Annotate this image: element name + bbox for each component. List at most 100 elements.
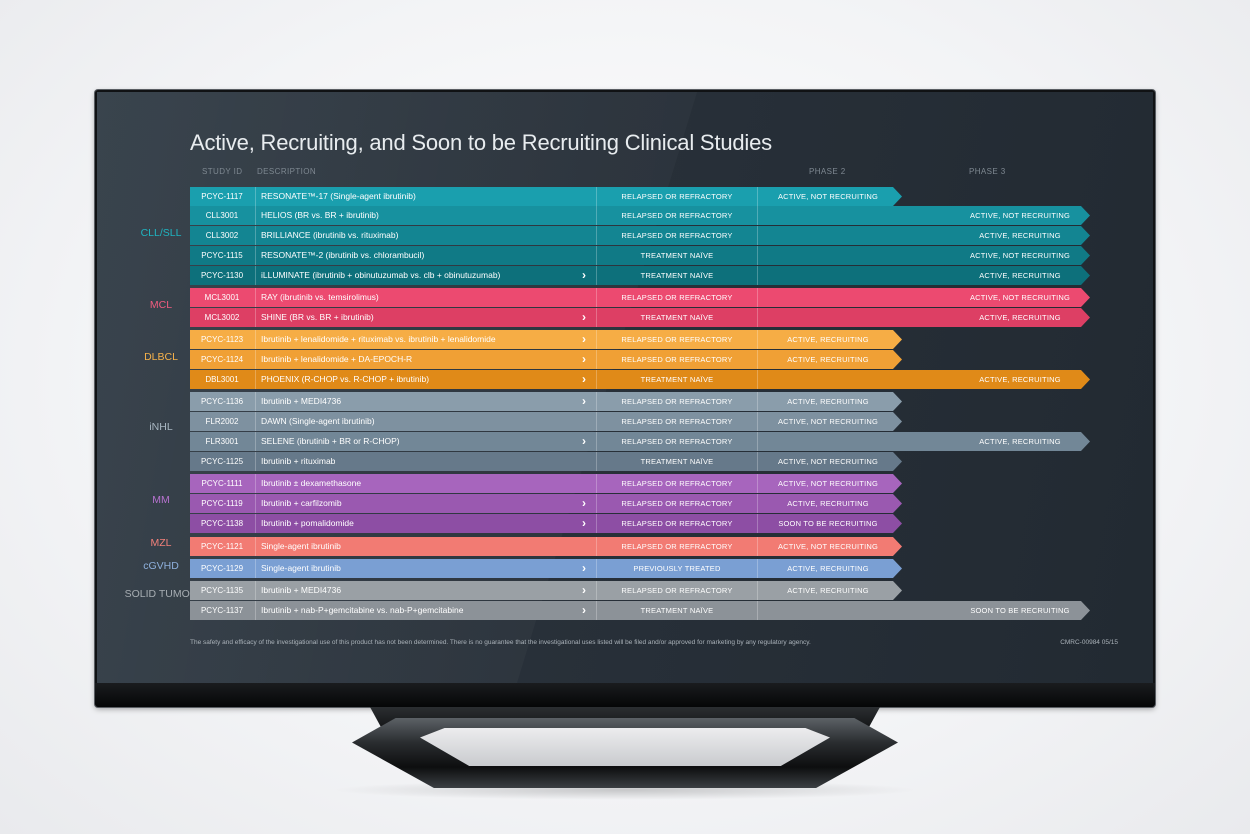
column-divider xyxy=(757,432,758,451)
column-divider xyxy=(596,601,597,620)
study-description: Ibrutinib ± dexamethasone xyxy=(261,478,362,488)
study-description: Ibrutinib + carfilzomib xyxy=(261,498,342,508)
column-divider xyxy=(757,226,758,245)
header-description: DESCRIPTION xyxy=(257,167,317,176)
study-description: Ibrutinib + nab-P+gemcitabine vs. nab-P+… xyxy=(261,605,464,615)
category-solid-tumor: SOLID TUMOR xyxy=(124,588,198,600)
header-phase3: PHASE 3 xyxy=(969,167,1006,176)
study-row[interactable]: PCYC-1130 iLLUMINATE (ibrutinib + obinutu… xyxy=(190,266,1090,285)
chevron-right-icon[interactable]: › xyxy=(582,394,586,408)
study-description: Ibrutinib + lenalidomide + DA-EPOCH-R xyxy=(261,354,413,364)
column-divider xyxy=(255,559,256,578)
study-id: PCYC-1115 xyxy=(201,251,243,260)
column-divider xyxy=(255,474,256,493)
study-row[interactable]: PCYC-1121 Single-agent ibrutinib RELAPSED … xyxy=(190,537,902,556)
column-divider xyxy=(596,432,597,451)
study-id: FLR2002 xyxy=(205,417,239,426)
study-row[interactable]: CLL3001 HELIOS (BR vs. BR + ibrutinib) REL… xyxy=(190,206,1090,225)
study-row[interactable]: CLL3002 BRILLIANCE (ibrutinib vs. rituxim… xyxy=(190,226,1090,245)
study-description: Ibrutinib + pomalidomide xyxy=(261,518,354,528)
chevron-right-icon[interactable]: › xyxy=(582,496,586,510)
study-description: Single-agent ibrutinib xyxy=(261,541,341,551)
patient-status: PREVIOUSLY TREATED xyxy=(633,564,721,573)
column-divider xyxy=(596,266,597,285)
column-divider xyxy=(255,206,256,225)
study-id: MCL3002 xyxy=(204,313,240,322)
chevron-right-icon[interactable]: › xyxy=(582,372,586,386)
patient-status: RELAPSED OR REFRACTORY xyxy=(621,231,733,240)
study-id: MCL3001 xyxy=(204,293,240,302)
phase2-status: ACTIVE, NOT RECRUITING xyxy=(777,417,879,426)
study-row[interactable]: PCYC-1124 Ibrutinib + lenalidomide + DA-E… xyxy=(190,350,902,369)
chevron-right-icon[interactable]: › xyxy=(582,603,586,617)
patient-status: RELAPSED OR REFRACTORY xyxy=(621,417,733,426)
column-divider xyxy=(757,308,758,327)
study-row[interactable]: PCYC-1129 Single-agent ibrutinib › PREVIOUS… xyxy=(190,559,902,578)
study-row[interactable]: FLR3001 SELENE (ibrutinib + BR or R-CHOP)… xyxy=(190,432,1090,451)
study-row[interactable]: PCYC-1115 RESONATE™-2 (ibrutinib vs. chlo… xyxy=(190,246,1090,265)
column-divider xyxy=(596,350,597,369)
column-divider xyxy=(596,246,597,265)
column-divider xyxy=(255,308,256,327)
category-cll-sll: CLL/SLL xyxy=(140,227,182,239)
study-description: Ibrutinib + MEDI4736 xyxy=(261,585,342,595)
study-row[interactable]: PCYC-1137 Ibrutinib + nab-P+gemcitabine v… xyxy=(190,601,1090,620)
study-id: PCYC-1137 xyxy=(200,606,244,615)
column-divider xyxy=(757,494,758,513)
chevron-right-icon[interactable]: › xyxy=(582,332,586,346)
study-id: CLL3001 xyxy=(205,211,239,220)
column-divider xyxy=(757,187,758,206)
study-id: CLL3002 xyxy=(205,231,239,240)
study-row[interactable]: PCYC-1125 Ibrutinib + rituximab TREATMENT … xyxy=(190,452,902,471)
chevron-right-icon[interactable]: › xyxy=(582,268,586,282)
phase3-status: ACTIVE, RECRUITING xyxy=(979,313,1061,322)
phase2-status: ACTIVE, RECRUITING xyxy=(787,564,869,573)
category-cgvhd: cGVHD xyxy=(143,560,179,572)
patient-status: TREATMENT NAÏVE xyxy=(640,375,714,384)
study-row[interactable]: MCL3002 SHINE (BR vs. BR + ibrutinib) › TRE… xyxy=(190,308,1090,327)
patient-status: RELAPSED OR REFRACTORY xyxy=(621,293,733,302)
category-mcl: MCL xyxy=(149,299,173,311)
study-row[interactable]: MCL3001 RAY (ibrutinib vs. temsirolimus) R… xyxy=(190,288,1090,307)
phase2-status: ACTIVE, NOT RECRUITING xyxy=(777,542,879,551)
category-mzl: MZL xyxy=(150,537,172,549)
chevron-right-icon[interactable]: › xyxy=(582,561,586,575)
study-row[interactable]: PCYC-1119 Ibrutinib + carfilzomib › RELAPSE… xyxy=(190,494,902,513)
column-divider xyxy=(757,474,758,493)
study-row[interactable]: PCYC-1117 RESONATE™-17 (Single-agent ibru… xyxy=(190,187,902,206)
phase2-status: ACTIVE, RECRUITING xyxy=(787,499,869,508)
column-divider xyxy=(596,308,597,327)
column-divider xyxy=(255,187,256,206)
tv-bottom-bezel xyxy=(95,683,1155,707)
category-inhl: iNHL xyxy=(149,421,173,433)
chevron-right-icon[interactable]: › xyxy=(582,352,586,366)
study-description: HELIOS (BR vs. BR + ibrutinib) xyxy=(261,210,379,220)
chevron-right-icon[interactable]: › xyxy=(582,434,586,448)
study-row[interactable]: PCYC-1135 Ibrutinib + MEDI4736 › RELAPSED O… xyxy=(190,581,902,600)
page-title: Active, Recruiting, and Soon to be Recru… xyxy=(190,130,772,155)
study-id: PCYC-1138 xyxy=(200,519,244,528)
column-divider xyxy=(255,246,256,265)
column-divider xyxy=(757,412,758,431)
column-divider xyxy=(596,412,597,431)
patient-status: RELAPSED OR REFRACTORY xyxy=(621,397,733,406)
chevron-right-icon[interactable]: › xyxy=(582,583,586,597)
phase3-status: SOON TO BE RECRUITING xyxy=(970,606,1070,615)
chevron-right-icon[interactable]: › xyxy=(582,516,586,530)
study-description: Ibrutinib + lenalidomide + rituximab vs.… xyxy=(261,334,496,344)
phase3-status: ACTIVE, NOT RECRUITING xyxy=(969,251,1071,260)
study-description: SELENE (ibrutinib + BR or R-CHOP) xyxy=(261,436,400,446)
study-row[interactable]: PCYC-1138 Ibrutinib + pomalidomide › RELAPS… xyxy=(190,514,902,533)
column-divider xyxy=(596,494,597,513)
study-row[interactable]: DBL3001 PHOENIX (R-CHOP vs. R-CHOP + ibru… xyxy=(190,370,1090,389)
column-divider xyxy=(255,226,256,245)
column-divider xyxy=(757,206,758,225)
study-row[interactable]: FLR2002 DAWN (Single-agent ibrutinib) RELA… xyxy=(190,412,902,431)
study-row[interactable]: PCYC-1111 Ibrutinib ± dexamethasone RELAPS… xyxy=(190,474,902,493)
study-id: PCYC-1111 xyxy=(201,479,243,488)
study-row[interactable]: PCYC-1136 Ibrutinib + MEDI4736 › RELAPSED O… xyxy=(190,392,902,411)
study-row[interactable]: PCYC-1123 Ibrutinib + lenalidomide + ritu… xyxy=(190,330,902,349)
study-description: Ibrutinib + rituximab xyxy=(261,456,336,466)
chevron-right-icon[interactable]: › xyxy=(582,310,586,324)
study-id: PCYC-1135 xyxy=(200,586,244,595)
